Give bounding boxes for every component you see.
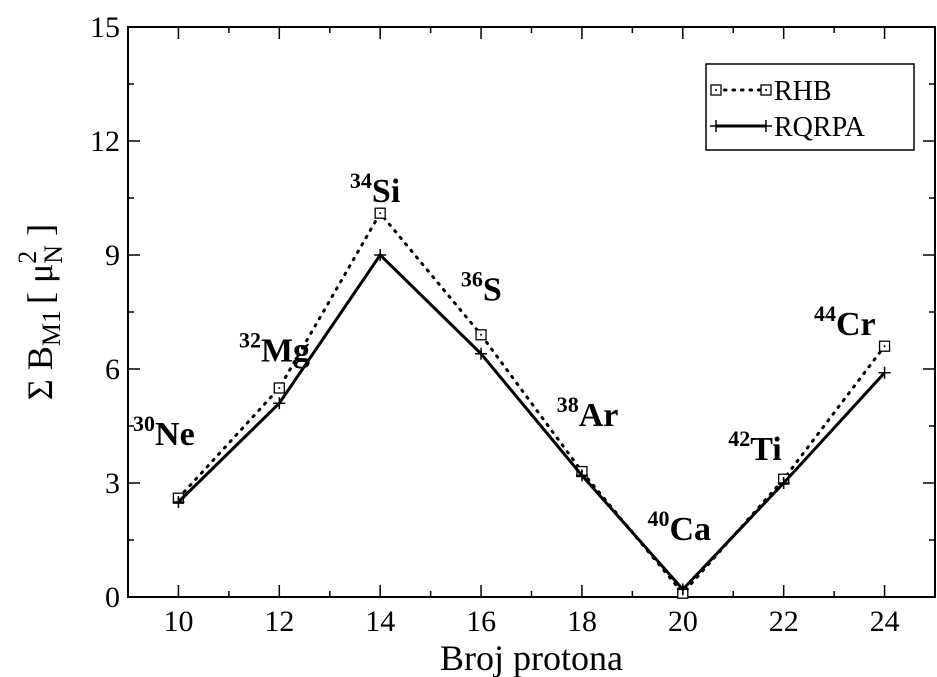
nucleus-symbol: S [483, 272, 502, 309]
y-tick-label: 6 [105, 353, 120, 386]
y-axis-title-prefix: Σ B [20, 346, 60, 400]
legend-marker-dot [715, 89, 717, 91]
annotation-layer: 30Ne 32Mg 34Si 36S 38Ar 40Ca 42Ti 44Cr [133, 168, 876, 548]
nucleus-mass: 42 [728, 426, 750, 451]
data-point-rhb-dot [278, 387, 281, 389]
nucleus-label-cr: 44Cr [814, 301, 876, 343]
svg-text:Σ BM1[ μ2N ]: Σ BM1 [ μ2N ] [13, 224, 68, 400]
nucleus-mass: 40 [648, 506, 670, 531]
y-tick-label: 3 [105, 467, 120, 500]
data-point-rqrpa [172, 496, 185, 508]
data-point-rqrpa [575, 469, 588, 482]
legend-marker-dot [765, 89, 767, 91]
axis-ticks [127, 26, 936, 598]
data-point-rhb-dot [480, 333, 483, 336]
series-line-rqrpa [177, 252, 886, 592]
nucleus-label-si: 34Si [350, 168, 400, 210]
data-point-rqrpa [878, 366, 891, 379]
nucleus-symbol: Cr [836, 306, 876, 343]
x-tick-label: 24 [870, 605, 900, 638]
nucleus-mass: 38 [557, 392, 579, 417]
legend-box [705, 63, 915, 151]
nucleus-symbol: Ca [670, 511, 712, 548]
data-point-rhb-dot [379, 212, 382, 215]
x-tick-label: 20 [668, 605, 698, 638]
nucleus-label-ar: 38Ar [557, 392, 619, 434]
nucleus-symbol: Ne [155, 416, 195, 453]
legend-marker [760, 120, 772, 132]
nucleus-mass: 36 [461, 267, 483, 292]
nucleus-symbol: Si [372, 173, 400, 210]
data-point-rqrpa [273, 397, 286, 410]
nucleus-symbol: Ti [750, 431, 782, 468]
nucleus-label-ti: 42Ti [728, 426, 782, 468]
nucleus-label-mg: 32Mg [239, 327, 310, 369]
y-axis-title-subscript: M1 [37, 310, 66, 346]
legend-label: RQRPA [774, 112, 866, 143]
data-point-rqrpa [777, 477, 790, 489]
y-axis-title-close: ] [20, 224, 60, 245]
data-point-rqrpa [374, 249, 387, 261]
nucleus-label-ne: 30Ne [133, 411, 195, 453]
nucleus-mass: 44 [814, 301, 836, 326]
y-tick-label: 9 [105, 239, 120, 272]
y-tick-label: 15 [90, 11, 120, 44]
data-point-rhb-dot [883, 345, 886, 348]
data-point-rqrpa [475, 347, 488, 360]
x-tick-label: 10 [163, 605, 193, 638]
nucleus-mass: 32 [239, 327, 261, 352]
legend-marker [710, 120, 722, 132]
nucleus-label-ca: 40Ca [648, 506, 712, 548]
series-layer [172, 207, 891, 599]
x-axis-title: Broj protona [440, 638, 623, 677]
x-tick-label: 18 [567, 605, 597, 638]
x-tick-label: 14 [365, 605, 395, 638]
nucleus-mass: 34 [350, 168, 372, 193]
legend-label: RHB [774, 76, 832, 107]
nucleus-symbol: Mg [261, 332, 310, 369]
legend-entry-rhb: RHB [710, 76, 832, 107]
y-axis-title-unit-sub: N [39, 245, 68, 264]
nucleus-symbol: Ar [579, 397, 619, 434]
nucleus-label-s: 36S [461, 267, 502, 309]
series-rqrpa [172, 249, 891, 596]
y-axis-title-open: [ μ [20, 264, 60, 304]
x-tick-label: 12 [264, 605, 294, 638]
series-line-rhb [176, 210, 887, 596]
x-tick-label: 16 [466, 605, 496, 638]
y-tick-label: 0 [105, 581, 120, 614]
legend-entry-rqrpa: RQRPA [710, 112, 866, 143]
x-tick-label: 22 [769, 605, 799, 638]
y-axis-title-unit-sup: 2 [13, 251, 42, 264]
y-axis-title: Σ BM1 [ μ2N ] [13, 224, 68, 400]
data-point-rqrpa [676, 583, 689, 596]
legend: RHB RQRPA [705, 63, 915, 151]
y-tick-label: 12 [90, 125, 120, 158]
nucleus-mass: 30 [133, 411, 155, 436]
